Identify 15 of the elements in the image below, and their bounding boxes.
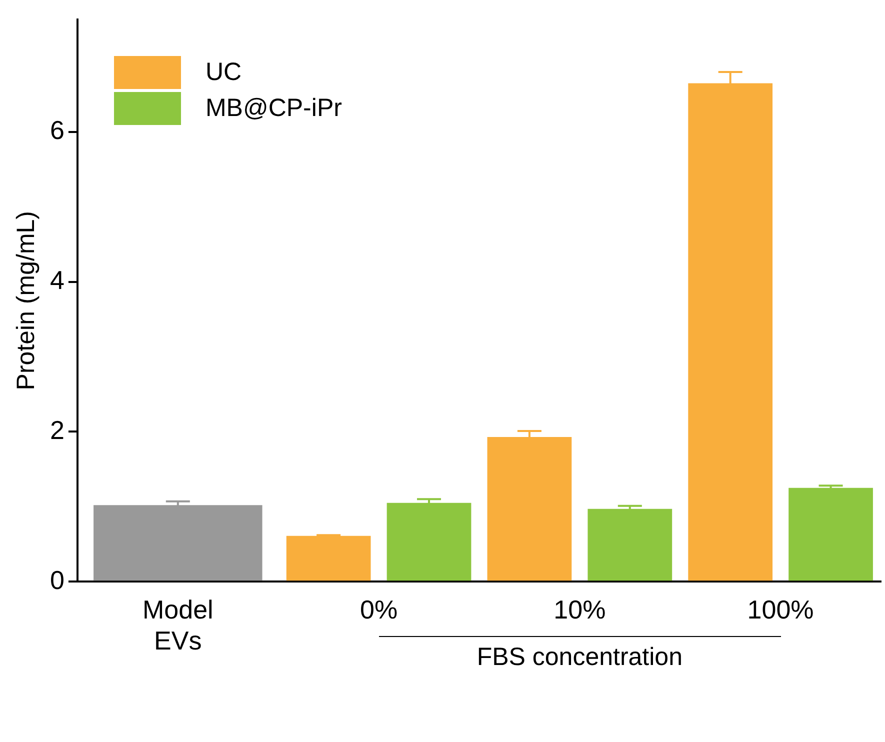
y-tick-label: 4 — [50, 265, 64, 296]
y-tick-label: 2 — [50, 414, 64, 445]
text: FBS concentration — [378, 636, 781, 672]
x-tick-label: 0% — [360, 594, 398, 624]
y-tick-label: 6 — [50, 115, 64, 146]
x-tick-label: Model EVs — [142, 594, 214, 656]
bar — [788, 488, 873, 581]
bar — [588, 508, 672, 581]
bar — [286, 536, 371, 581]
x-tick-label: 10% — [554, 594, 606, 624]
y-axis-title: Protein (mg/mL) — [12, 210, 40, 390]
x-tick-label: 100% — [747, 594, 814, 624]
legend-label: UC — [205, 58, 242, 88]
legend-label: MB@CP-iPr — [205, 94, 342, 124]
y-tick-label: 0 — [50, 564, 64, 595]
